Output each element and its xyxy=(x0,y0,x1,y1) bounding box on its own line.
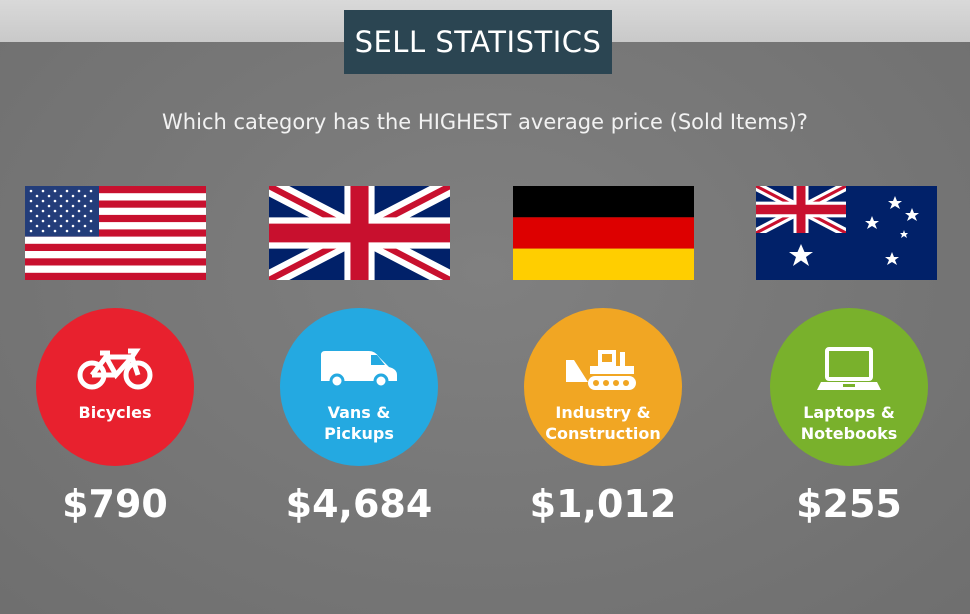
uk-flag xyxy=(269,186,450,280)
usa-flag xyxy=(25,186,206,280)
category-laptops-notebooks: Laptops & Notebooks xyxy=(770,308,928,466)
germany-flag xyxy=(513,186,694,280)
bulldozer-icon xyxy=(564,344,642,394)
laptop-icon xyxy=(817,344,881,394)
category-bicycles: Bicycles xyxy=(36,308,194,466)
price-bicycles: $790 xyxy=(62,482,168,526)
category-vans-pickups: Vans & Pickups xyxy=(280,308,438,466)
price-vans-pickups: $4,684 xyxy=(285,482,433,526)
category-label: Laptops & Notebooks xyxy=(801,402,897,444)
category-label-line1: Bicycles xyxy=(78,403,152,422)
category-label-line1: Laptops & xyxy=(803,403,895,422)
question-text: Which category has the HIGHEST average p… xyxy=(162,110,808,134)
category-industry-construction: Industry & Construction xyxy=(524,308,682,466)
van-icon xyxy=(319,344,399,394)
category-label-line2: Notebooks xyxy=(800,424,898,443)
price-industry-construction: $1,012 xyxy=(529,482,677,526)
category-label: Industry & Construction xyxy=(545,402,661,444)
price-laptops-notebooks: $255 xyxy=(796,482,902,526)
category-label: Vans & Pickups xyxy=(324,402,394,444)
page-title: SELL STATISTICS xyxy=(344,10,612,74)
category-label-line1: Industry & xyxy=(555,403,651,422)
category-label-line1: Vans & xyxy=(327,403,391,422)
category-label: Bicycles xyxy=(79,402,152,423)
bicycle-icon xyxy=(76,344,154,394)
category-label-line2: Pickups xyxy=(324,424,394,443)
category-label-line2: Construction xyxy=(545,424,661,443)
australia-flag xyxy=(756,186,937,280)
page-title-text: SELL STATISTICS xyxy=(354,25,602,59)
